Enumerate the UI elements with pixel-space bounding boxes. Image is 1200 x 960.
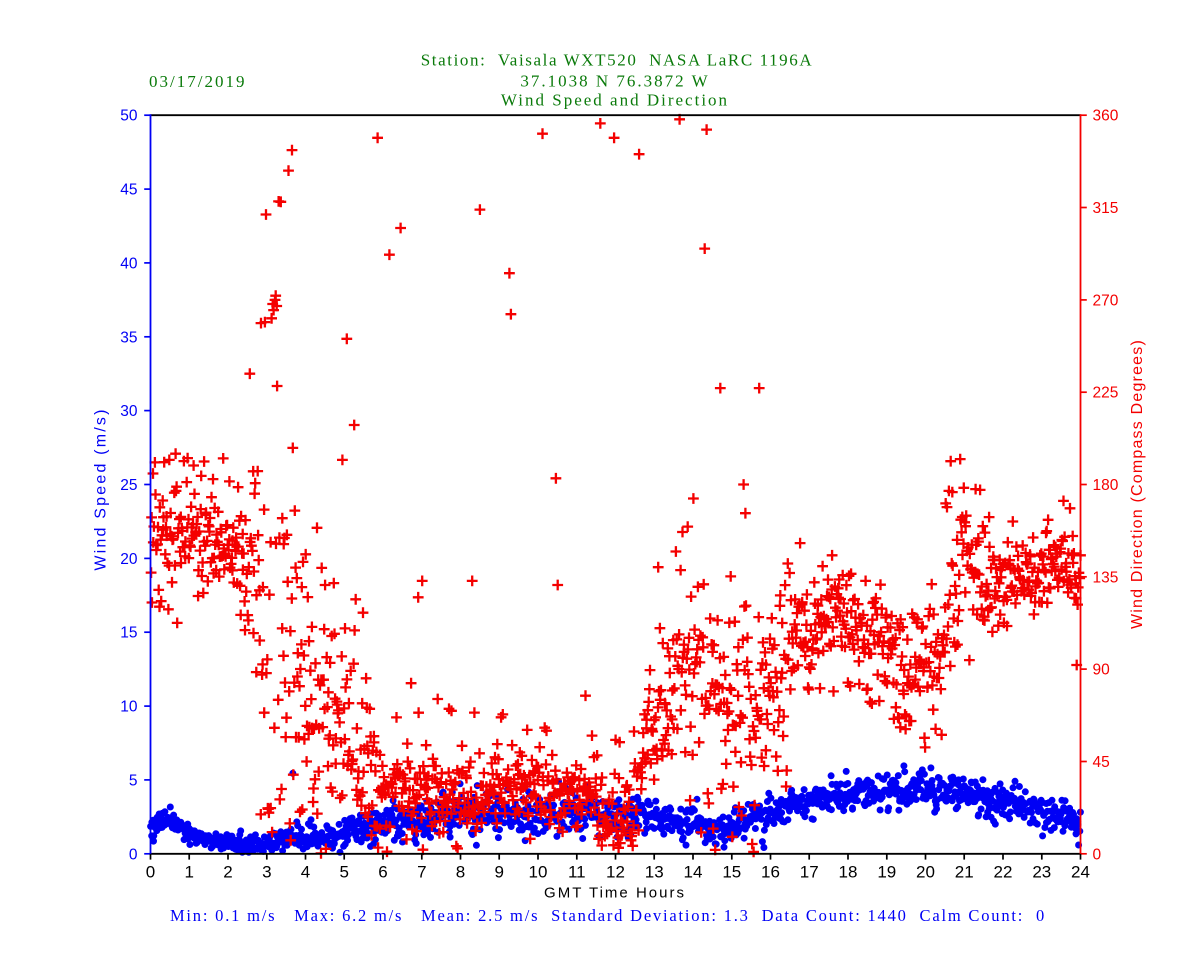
svg-text:4: 4 xyxy=(301,863,310,882)
svg-text:3: 3 xyxy=(262,863,271,882)
svg-text:20: 20 xyxy=(916,863,935,882)
svg-text:Wind Speed and Direction: Wind Speed and Direction xyxy=(501,91,729,110)
svg-text:0: 0 xyxy=(129,846,138,863)
svg-text:5: 5 xyxy=(129,772,138,789)
svg-text:25: 25 xyxy=(120,477,137,494)
svg-text:Wind Speed (m/s): Wind Speed (m/s) xyxy=(93,407,110,570)
svg-text:Min: 0.1 m/s Max: 6.2 m/s: Min: 0.1 m/s Max: 6.2 m/s Mean: 2.5 m/s … xyxy=(170,906,1046,925)
svg-text:18: 18 xyxy=(839,863,858,882)
svg-text:10: 10 xyxy=(529,863,548,882)
svg-text:315: 315 xyxy=(1093,200,1119,217)
svg-text:10: 10 xyxy=(120,699,138,716)
svg-text:20: 20 xyxy=(120,551,138,568)
svg-text:30: 30 xyxy=(120,403,138,420)
svg-text:14: 14 xyxy=(684,863,703,882)
svg-text:Station: Vaisala WXT520 NASA: Station: Vaisala WXT520 NASA LaRC 1196A xyxy=(421,51,814,70)
svg-text:360: 360 xyxy=(1093,108,1119,125)
svg-text:135: 135 xyxy=(1093,569,1119,586)
svg-text:17: 17 xyxy=(800,863,819,882)
svg-text:225: 225 xyxy=(1093,385,1119,402)
svg-text:15: 15 xyxy=(120,625,137,642)
svg-text:0: 0 xyxy=(1093,846,1102,863)
svg-text:15: 15 xyxy=(722,863,741,882)
svg-text:Wind Direction (Compass Degree: Wind Direction (Compass Degrees) xyxy=(1129,339,1146,629)
svg-text:45: 45 xyxy=(1093,754,1110,771)
svg-text:13: 13 xyxy=(645,863,664,882)
svg-text:8: 8 xyxy=(456,863,465,882)
svg-text:19: 19 xyxy=(877,863,896,882)
svg-text:23: 23 xyxy=(1032,863,1051,882)
svg-text:21: 21 xyxy=(955,863,974,882)
svg-text:37.1038 N 76.3872 W: 37.1038 N 76.3872 W xyxy=(520,72,709,91)
svg-text:40: 40 xyxy=(120,255,138,272)
svg-text:6: 6 xyxy=(378,863,387,882)
svg-text:7: 7 xyxy=(417,863,426,882)
svg-text:12: 12 xyxy=(606,863,625,882)
svg-text:22: 22 xyxy=(994,863,1013,882)
svg-text:9: 9 xyxy=(494,863,503,882)
svg-text:1: 1 xyxy=(184,863,193,882)
svg-text:5: 5 xyxy=(339,863,348,882)
svg-text:180: 180 xyxy=(1093,477,1119,494)
svg-text:11: 11 xyxy=(568,863,586,882)
svg-text:45: 45 xyxy=(120,182,137,199)
svg-text:03/17/2019: 03/17/2019 xyxy=(149,72,246,91)
svg-text:270: 270 xyxy=(1093,292,1119,309)
svg-text:GMT Time Hours: GMT Time Hours xyxy=(544,885,686,902)
svg-text:16: 16 xyxy=(761,863,780,882)
svg-text:0: 0 xyxy=(146,863,155,882)
svg-text:35: 35 xyxy=(120,329,137,346)
svg-text:2: 2 xyxy=(223,863,232,882)
svg-text:90: 90 xyxy=(1093,662,1111,679)
svg-text:24: 24 xyxy=(1071,863,1090,882)
svg-text:50: 50 xyxy=(120,108,138,125)
